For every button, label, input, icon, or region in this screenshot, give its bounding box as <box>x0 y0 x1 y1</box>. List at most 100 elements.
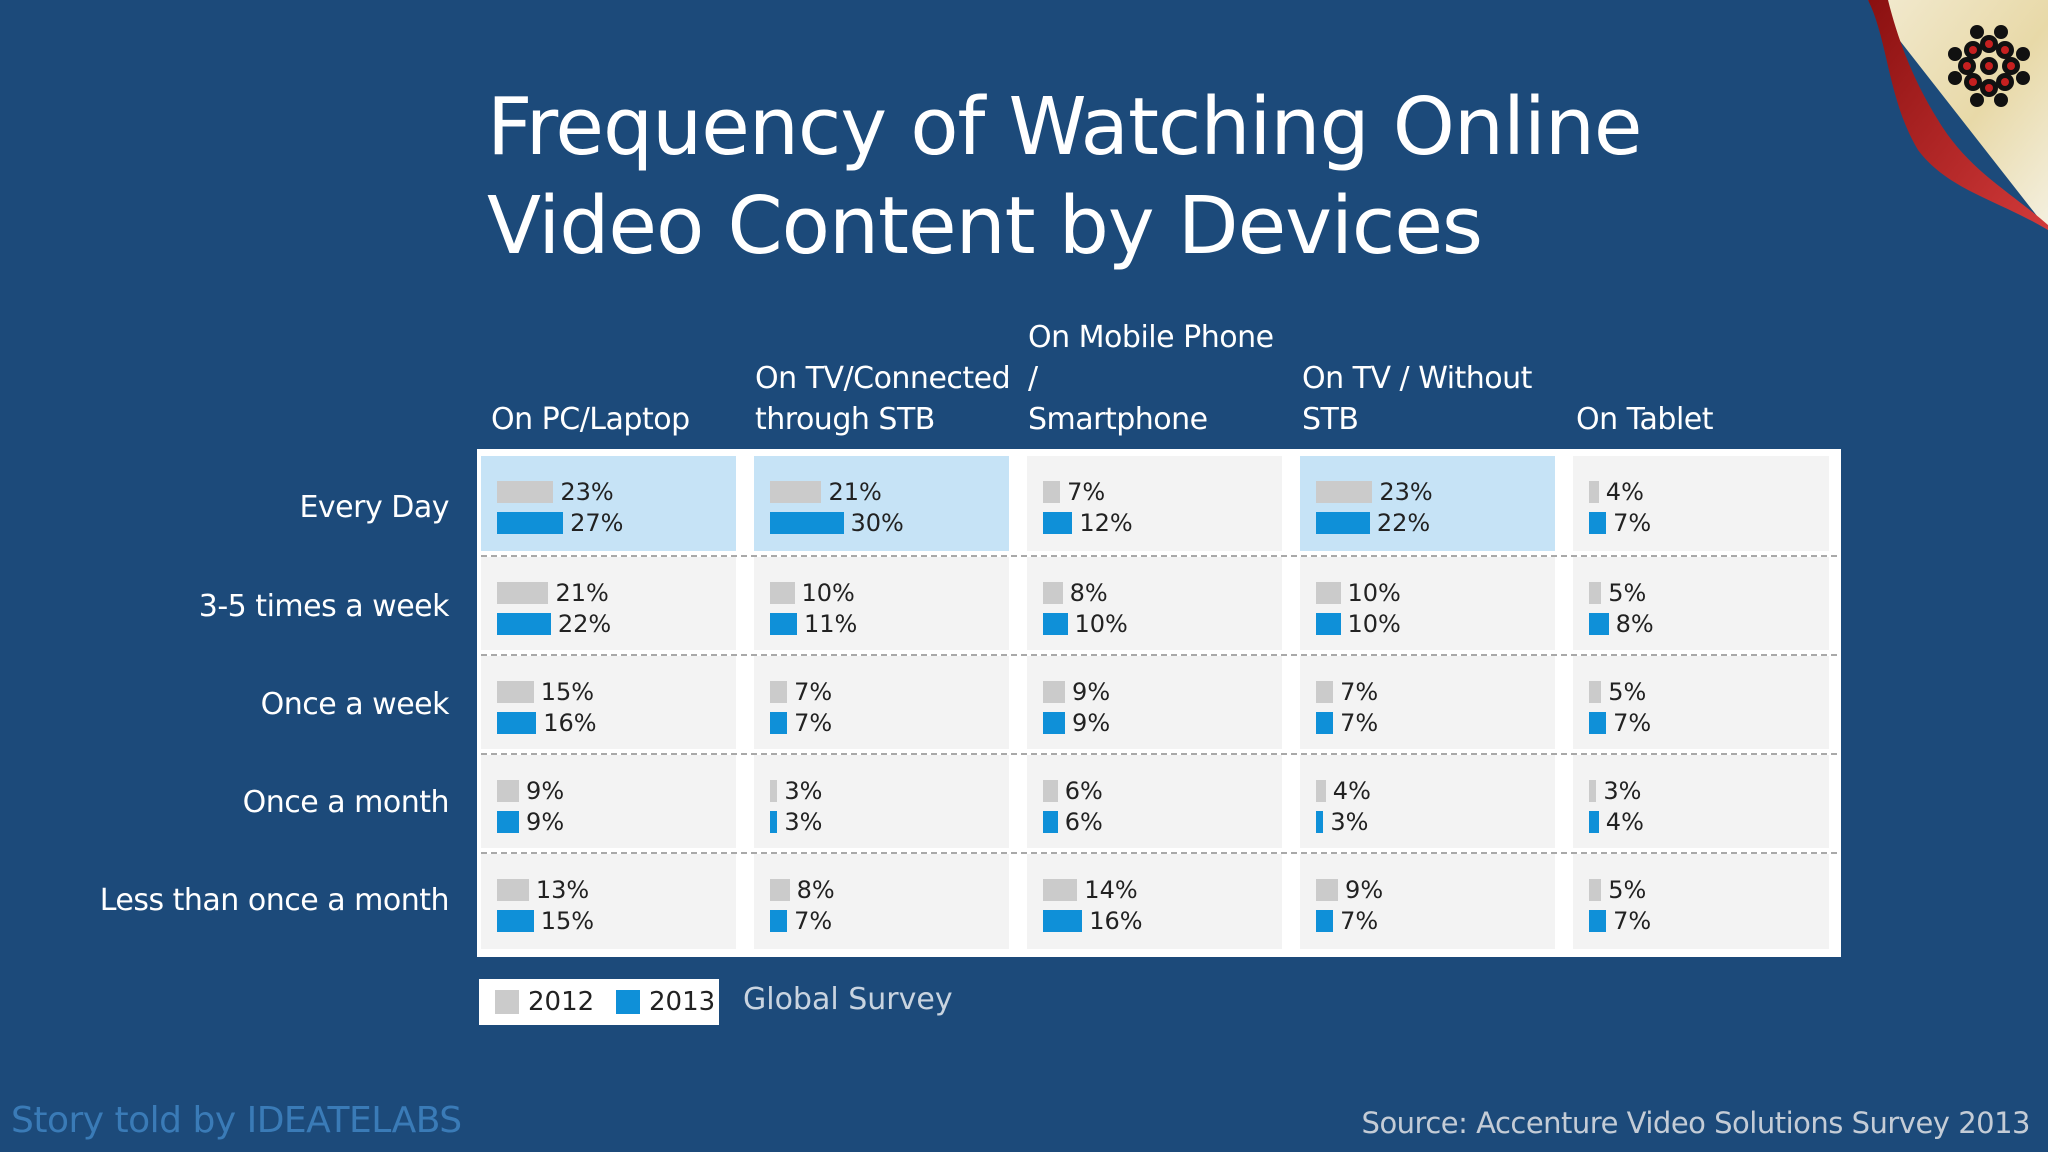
data-label-2012: 5% <box>1608 876 1647 904</box>
bar-2012 <box>1589 879 1602 901</box>
data-label-2013: 3% <box>1330 808 1369 836</box>
bar-2012 <box>497 582 549 604</box>
bar-2013 <box>1589 910 1607 932</box>
table-cell <box>481 755 736 848</box>
bar-2012 <box>770 681 788 703</box>
legend-note: Global Survey <box>743 982 953 1017</box>
bar-2012 <box>497 879 529 901</box>
bar-2013 <box>1316 613 1341 635</box>
bar-2013 <box>497 512 564 534</box>
bar-2012 <box>1043 481 1061 503</box>
title-line-2: Video Content by Devices <box>487 180 1483 272</box>
data-label-2013: 10% <box>1347 610 1401 638</box>
bar-2012 <box>1316 879 1339 901</box>
data-label-2013: 7% <box>1613 907 1652 935</box>
table-cell <box>1027 557 1282 650</box>
table-cell <box>1573 557 1829 650</box>
row-separator <box>481 555 1837 557</box>
legend-swatch-2012 <box>495 990 519 1014</box>
bar-2013 <box>1043 811 1058 833</box>
data-label-2012: 7% <box>1067 478 1106 506</box>
column-header-line-2: STB <box>1302 402 1359 437</box>
bar-2012 <box>1316 481 1373 503</box>
data-label-2012: 15% <box>540 678 595 706</box>
bar-2012 <box>770 780 778 802</box>
table-cell <box>754 656 1009 749</box>
data-label-2013: 9% <box>526 808 565 836</box>
data-label-2013: 7% <box>1340 907 1379 935</box>
table-cell <box>1027 755 1282 848</box>
bar-2013 <box>1043 910 1083 932</box>
data-label-2012: 8% <box>796 876 835 904</box>
bar-2013 <box>1589 811 1599 833</box>
data-label-2012: 6% <box>1064 777 1103 805</box>
bar-2012 <box>1589 582 1602 604</box>
bar-2013 <box>1316 512 1370 534</box>
source-note: Source: Accenture Video Solutions Survey… <box>1361 1106 2031 1140</box>
row-header-less-than-once-a-month: Less than once a month <box>99 883 450 918</box>
data-label-2012: 9% <box>1345 876 1384 904</box>
data-label-2013: 10% <box>1074 610 1128 638</box>
data-label-2013: 16% <box>543 709 597 737</box>
legend-swatch-2013 <box>616 990 640 1014</box>
row-separator <box>481 852 1837 854</box>
bar-2012 <box>1589 481 1599 503</box>
data-label-2012: 14% <box>1084 876 1138 904</box>
legend-label-2013: 2013 <box>649 987 716 1017</box>
column-header-mobile: On Mobile Phone / Smartphone <box>1028 320 1288 440</box>
bar-2012 <box>1043 879 1078 901</box>
column-header-line-1: On Tablet <box>1576 402 1714 437</box>
data-label-2013: 7% <box>1340 709 1379 737</box>
table-cell <box>481 854 736 949</box>
data-label-2013: 22% <box>1376 509 1431 537</box>
column-header-line-1: On TV/Connected <box>755 361 1011 396</box>
bar-2013 <box>1043 712 1066 734</box>
title-line-1: Frequency of Watching Online <box>487 81 1643 173</box>
legend-label-2012: 2012 <box>528 987 595 1017</box>
data-label-2013: 12% <box>1079 509 1133 537</box>
column-header-line-1: On PC/Laptop <box>491 402 690 437</box>
column-header-line-1: On Mobile Phone / <box>1028 320 1274 396</box>
data-label-2012: 9% <box>1072 678 1111 706</box>
bar-2012 <box>770 582 795 604</box>
data-label-2013: 22% <box>557 610 612 638</box>
bar-2012 <box>770 481 822 503</box>
bar-2012 <box>1316 780 1326 802</box>
data-label-2013: 7% <box>1613 509 1652 537</box>
table-cell <box>754 456 1009 551</box>
data-label-2012: 5% <box>1608 678 1647 706</box>
bar-2012 <box>1316 681 1334 703</box>
data-label-2012: 4% <box>1332 777 1371 805</box>
bar-2013 <box>497 712 537 734</box>
data-label-2012: 10% <box>1347 579 1401 607</box>
column-header-line-2: through STB <box>755 402 935 437</box>
bar-2012 <box>770 879 790 901</box>
bar-2013 <box>770 613 797 635</box>
data-label-2013: 3% <box>784 808 823 836</box>
table-cell <box>1573 854 1829 949</box>
data-label-2012: 3% <box>1603 777 1642 805</box>
table-cell <box>1300 456 1555 551</box>
column-header-line-1: On TV / Without <box>1302 361 1532 396</box>
data-label-2012: 23% <box>560 478 614 506</box>
bar-2012 <box>497 780 520 802</box>
data-label-2013: 8% <box>1615 610 1654 638</box>
row-header-3-5-times-a-week: 3-5 times a week <box>198 589 450 624</box>
table-cell <box>754 854 1009 949</box>
data-label-2012: 9% <box>526 777 565 805</box>
credit: Story told by IDEATELABS <box>11 1100 462 1141</box>
table-cell <box>754 755 1009 848</box>
table-cell <box>1300 854 1555 949</box>
data-label-2013: 7% <box>1613 709 1652 737</box>
data-label-2013: 7% <box>794 907 833 935</box>
bar-2013 <box>770 811 778 833</box>
table-cell <box>1027 656 1282 749</box>
page-curl-logo-icon <box>1868 0 2048 230</box>
data-label-2012: 8% <box>1069 579 1108 607</box>
data-label-2012: 7% <box>1340 678 1379 706</box>
bar-2013 <box>770 910 788 932</box>
bar-2012 <box>497 481 554 503</box>
data-label-2013: 27% <box>570 509 624 537</box>
table-cell <box>481 456 736 551</box>
